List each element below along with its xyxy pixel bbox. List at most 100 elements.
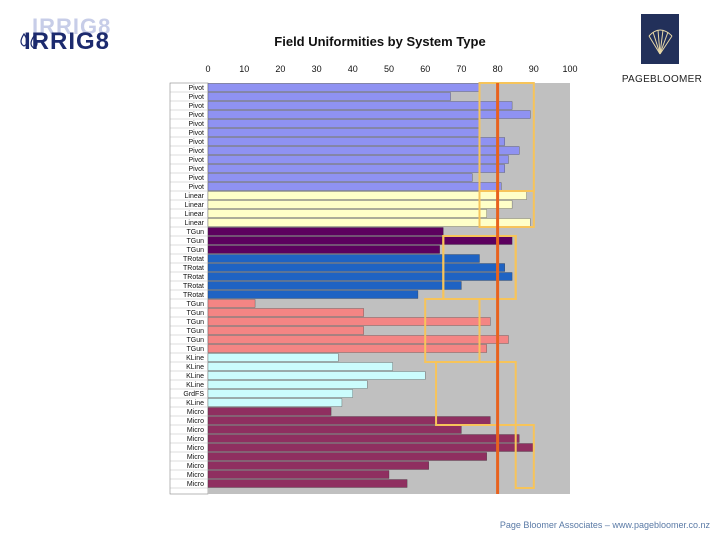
category-label: Micro xyxy=(187,481,204,488)
x-tick-label: 70 xyxy=(456,64,466,74)
x-tick-label: 60 xyxy=(420,64,430,74)
category-label: KLine xyxy=(186,382,204,389)
logo-ghost-text: IRRIG8 xyxy=(32,14,112,39)
bar xyxy=(207,317,491,326)
bar xyxy=(207,461,429,470)
bar xyxy=(207,191,527,200)
chart-title: Field Uniformities by System Type xyxy=(274,34,486,49)
bar xyxy=(207,470,390,479)
bar xyxy=(207,290,419,299)
bar xyxy=(207,128,480,137)
bar xyxy=(207,479,408,488)
category-label: TGun xyxy=(186,319,204,326)
bar xyxy=(207,155,509,164)
water-drop-icon xyxy=(20,32,38,49)
bar xyxy=(207,281,462,290)
category-label: TGun xyxy=(186,328,204,335)
category-label: Linear xyxy=(185,193,205,200)
bar xyxy=(207,173,473,182)
category-label: Pivot xyxy=(188,139,204,146)
x-tick-label: 0 xyxy=(205,64,210,74)
category-label: TGun xyxy=(186,301,204,308)
bar xyxy=(207,182,502,191)
category-label: KLine xyxy=(186,373,204,380)
bar xyxy=(207,299,256,308)
bar xyxy=(207,416,491,425)
category-label: Micro xyxy=(187,454,204,461)
bar xyxy=(207,452,487,461)
category-label: Pivot xyxy=(188,121,204,128)
category-label: TGun xyxy=(186,229,204,236)
logo-main-text: IRRIG8 xyxy=(24,28,111,55)
x-tick-label: 30 xyxy=(312,64,322,74)
x-tick-label: 100 xyxy=(562,64,577,74)
category-label: Pivot xyxy=(188,157,204,164)
range-box xyxy=(514,424,535,489)
bar xyxy=(207,434,520,443)
category-label: Pivot xyxy=(188,94,204,101)
category-label: Pivot xyxy=(188,148,204,155)
category-label: Linear xyxy=(185,202,205,209)
pagebloomer-name: PAGEBLOOMER xyxy=(621,74,703,85)
category-label: Micro xyxy=(187,445,204,452)
category-label: TRotat xyxy=(183,292,204,299)
footer-credit: Page Bloomer Associates – www.pagebloome… xyxy=(499,520,710,530)
bar xyxy=(207,200,513,209)
category-label: TGun xyxy=(186,346,204,353)
bar xyxy=(207,371,426,380)
bar xyxy=(207,353,339,362)
bar xyxy=(207,218,531,227)
category-label: KLine xyxy=(186,364,204,371)
shell-icon xyxy=(648,29,673,55)
bar xyxy=(207,110,531,119)
category-label: Pivot xyxy=(188,175,204,182)
category-label: TRotat xyxy=(183,283,204,290)
category-label: Pivot xyxy=(188,184,204,191)
x-tick-label: 10 xyxy=(239,64,249,74)
bar xyxy=(207,146,520,155)
bar xyxy=(207,263,505,272)
x-tick-label: 80 xyxy=(493,64,503,74)
irrig8-logo: IRRIG8 IRRIG8 xyxy=(10,14,130,55)
bar xyxy=(207,362,393,371)
bar xyxy=(207,335,509,344)
x-tick-label: 40 xyxy=(348,64,358,74)
pagebloomer-emblem xyxy=(641,14,679,64)
category-label: Micro xyxy=(187,409,204,416)
bar xyxy=(207,245,440,254)
x-tick-label: 90 xyxy=(529,64,539,74)
bar xyxy=(207,92,451,101)
x-tick-label: 20 xyxy=(275,64,285,74)
label-area xyxy=(169,82,209,495)
bar xyxy=(207,119,480,128)
bar xyxy=(207,407,332,416)
category-label: Pivot xyxy=(188,103,204,110)
bar xyxy=(207,380,368,389)
range-box xyxy=(435,361,517,426)
category-label: Micro xyxy=(187,436,204,443)
x-tick-label: 50 xyxy=(384,64,394,74)
category-label: TGun xyxy=(186,310,204,317)
bar xyxy=(207,164,505,173)
bar xyxy=(207,137,505,146)
category-label: Pivot xyxy=(188,166,204,173)
bar xyxy=(207,308,364,317)
range-box xyxy=(478,190,535,228)
category-label: TRotat xyxy=(183,274,204,281)
bar xyxy=(207,227,444,236)
bar xyxy=(207,272,513,281)
category-label: TRotat xyxy=(183,256,204,263)
category-label: Pivot xyxy=(188,130,204,137)
bar xyxy=(207,398,343,407)
category-label: TGun xyxy=(186,247,204,254)
bar xyxy=(207,254,480,263)
bar xyxy=(207,389,353,398)
category-label: TGun xyxy=(186,238,204,245)
category-label: TGun xyxy=(186,337,204,344)
category-label: Micro xyxy=(187,427,204,434)
bar xyxy=(207,101,513,110)
category-label: Micro xyxy=(187,463,204,470)
category-label: KLine xyxy=(186,355,204,362)
category-label: Pivot xyxy=(188,112,204,119)
